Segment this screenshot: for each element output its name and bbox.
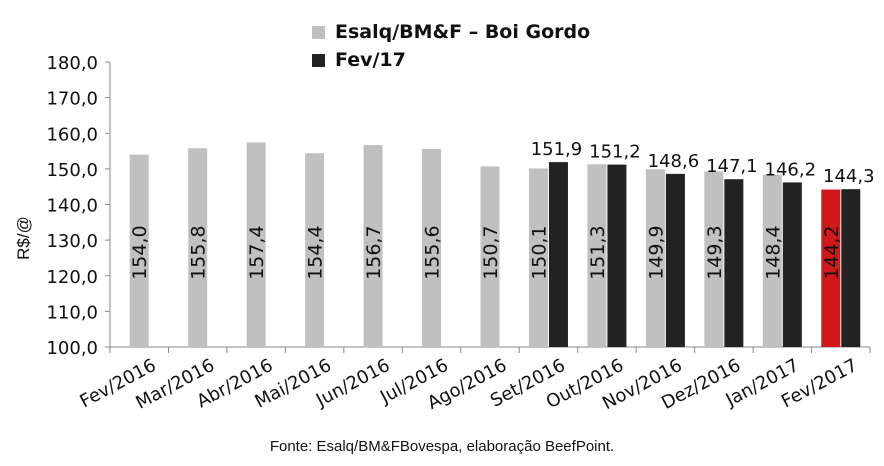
data-label-series-2: 147,1	[706, 156, 758, 177]
bar-series-1	[188, 148, 208, 347]
bar-series-2	[548, 162, 568, 347]
bar-series-2	[724, 179, 744, 347]
y-tick-label: 120,0	[46, 267, 98, 288]
data-label-series-2: 151,2	[589, 142, 641, 163]
data-label-series-1: 155,6	[422, 225, 444, 279]
y-tick-label: 140,0	[46, 196, 98, 217]
data-label-series-1: 151,3	[587, 225, 609, 279]
y-tick-label: 150,0	[46, 160, 98, 181]
data-label-series-1: 155,8	[188, 225, 210, 279]
y-tick-label: 100,0	[46, 338, 98, 359]
legend-label-series-2: Fev/17	[335, 49, 406, 71]
bar-series-1	[129, 154, 149, 347]
data-label-series-1: 150,1	[528, 225, 550, 279]
data-label-series-1: 144,2	[821, 225, 843, 279]
data-label-series-1: 148,4	[762, 225, 784, 279]
bar-series-1	[704, 171, 724, 347]
y-tick-label: 170,0	[46, 89, 98, 110]
data-label-series-1: 149,3	[704, 225, 726, 279]
data-label-series-1: 150,7	[480, 225, 502, 279]
bar-series-1	[246, 142, 266, 347]
source-note: Fonte: Esalq/BM&FBovespa, elaboração Bee…	[269, 438, 615, 455]
y-tick-label: 110,0	[46, 302, 98, 323]
data-label-series-2: 151,9	[531, 139, 583, 160]
legend-swatch-series-2	[312, 53, 325, 67]
y-tick-label: 160,0	[46, 124, 98, 145]
y-tick-label: 130,0	[46, 231, 98, 252]
legend-item-series-1: Esalq/BM&F – Boi Gordo	[312, 18, 590, 46]
bar-series-1	[587, 164, 607, 347]
data-label-series-1: 157,4	[246, 225, 268, 279]
bar-series-1	[762, 174, 782, 347]
legend-swatch-series-1	[312, 25, 325, 39]
legend-label-series-1: Esalq/BM&F – Boi Gordo	[335, 21, 591, 43]
data-label-series-1: 154,4	[305, 225, 327, 279]
data-label-series-1: 154,0	[129, 225, 151, 279]
data-label-series-2: 144,3	[823, 166, 875, 187]
bar-series-2	[665, 173, 685, 347]
data-label-series-1: 149,9	[645, 225, 667, 279]
bar-series-2	[607, 164, 627, 347]
bar-series-1	[821, 189, 841, 347]
data-label-series-2: 146,2	[765, 159, 817, 180]
bar-series-1	[645, 169, 665, 347]
y-tick-label: 180,0	[46, 53, 98, 74]
data-label-series-2: 148,6	[648, 151, 700, 172]
y-axis-label: R$/@	[14, 216, 33, 260]
bar-series-2	[782, 182, 802, 347]
bar-series-1	[480, 166, 500, 347]
bar-series-2	[841, 189, 861, 347]
bar-series-1	[305, 153, 325, 347]
bar-series-1	[422, 148, 442, 347]
legend-item-series-2: Fev/17	[312, 46, 590, 74]
data-label-series-1: 156,7	[363, 225, 385, 279]
bar-series-1	[528, 168, 548, 347]
bar-series-1	[363, 145, 383, 347]
legend: Esalq/BM&F – Boi Gordo Fev/17	[312, 18, 590, 74]
